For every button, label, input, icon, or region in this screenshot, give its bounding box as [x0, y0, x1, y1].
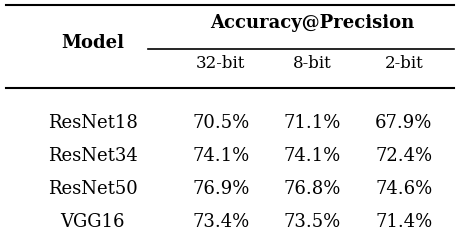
- Text: ResNet18: ResNet18: [48, 113, 138, 131]
- Text: Model: Model: [61, 34, 124, 52]
- Text: Accuracy@Precision: Accuracy@Precision: [210, 14, 414, 32]
- Text: 71.1%: 71.1%: [283, 113, 340, 131]
- Text: VGG16: VGG16: [61, 212, 125, 230]
- Text: 70.5%: 70.5%: [192, 113, 249, 131]
- Text: 73.5%: 73.5%: [283, 212, 340, 230]
- Text: 76.9%: 76.9%: [192, 179, 249, 197]
- Text: 72.4%: 72.4%: [375, 146, 431, 164]
- Text: 76.8%: 76.8%: [283, 179, 340, 197]
- Text: 67.9%: 67.9%: [374, 113, 431, 131]
- Text: 73.4%: 73.4%: [192, 212, 249, 230]
- Text: 74.6%: 74.6%: [374, 179, 431, 197]
- Text: 71.4%: 71.4%: [374, 212, 431, 230]
- Text: 74.1%: 74.1%: [192, 146, 249, 164]
- Text: ResNet50: ResNet50: [48, 179, 137, 197]
- Text: ResNet34: ResNet34: [48, 146, 137, 164]
- Text: 2-bit: 2-bit: [384, 54, 422, 71]
- Text: 8-bit: 8-bit: [292, 54, 331, 71]
- Text: 74.1%: 74.1%: [283, 146, 340, 164]
- Text: 32-bit: 32-bit: [196, 54, 245, 71]
